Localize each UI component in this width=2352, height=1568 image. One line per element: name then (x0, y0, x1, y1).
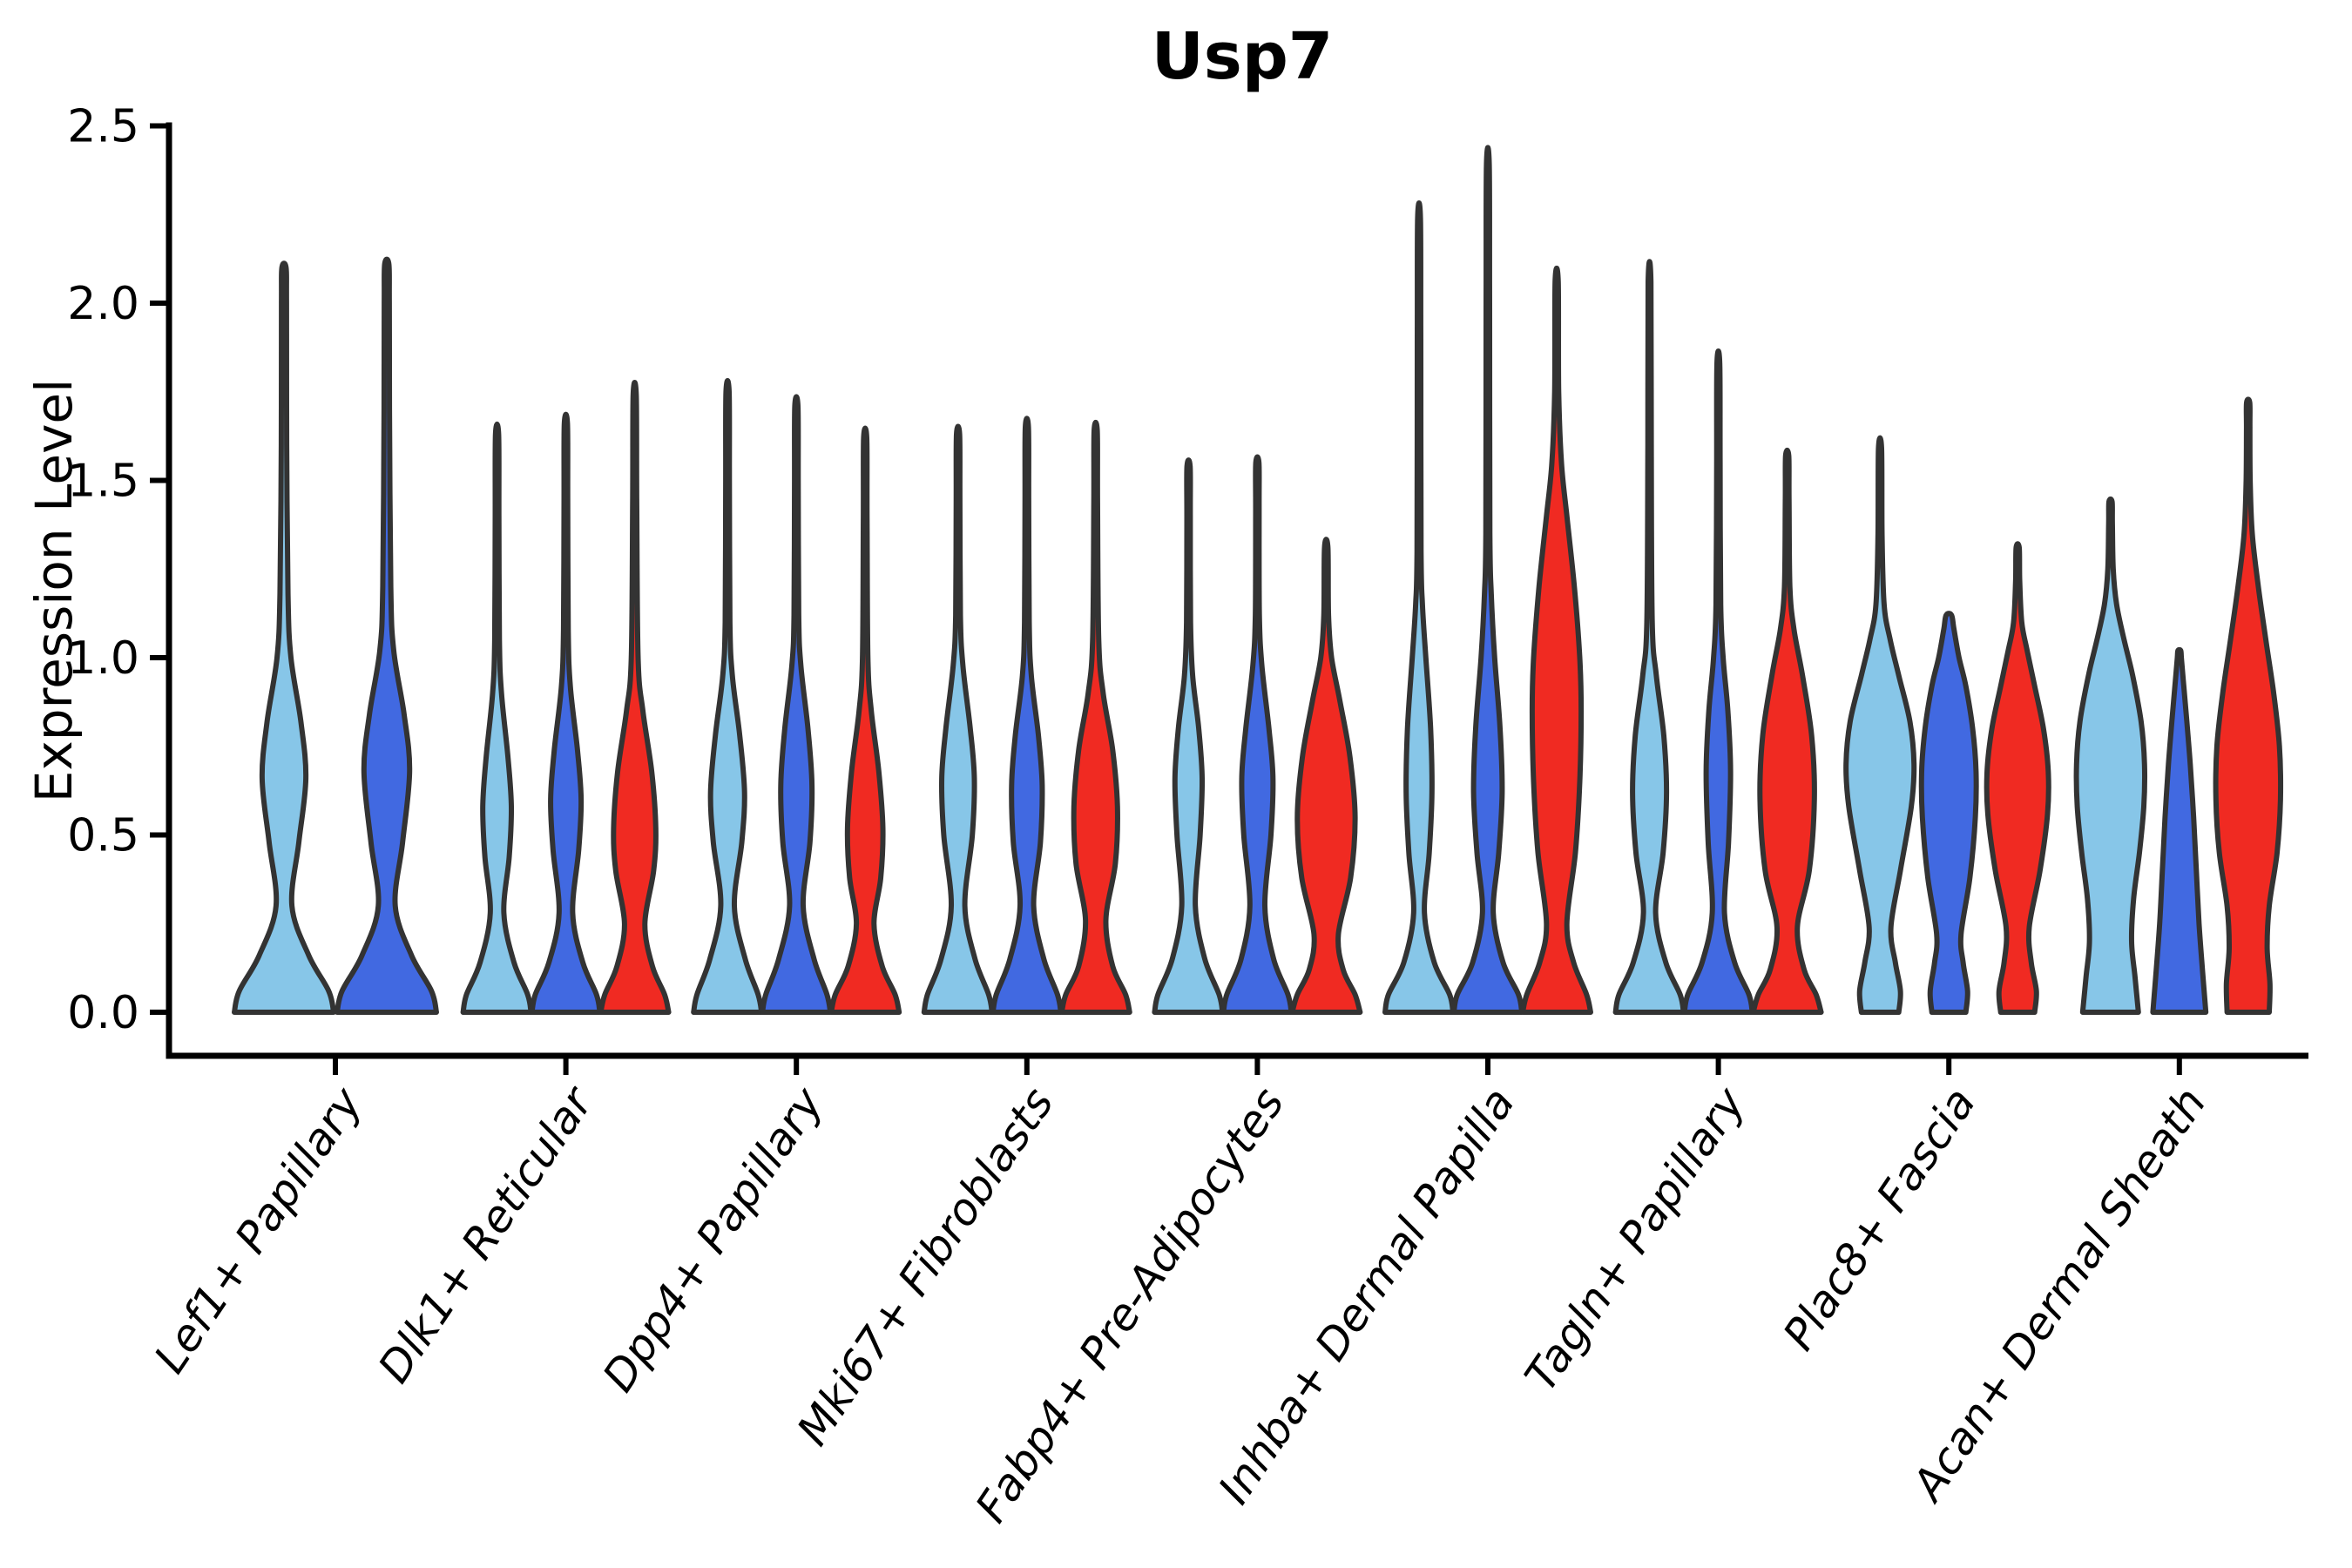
violin-5-royalblue (1451, 145, 1524, 1015)
chart-title: Usp7 (1151, 19, 1334, 94)
violin-0-royalblue (335, 256, 439, 1015)
y-tick-label: 2.0 (67, 278, 139, 330)
violin-5-red (1520, 265, 1593, 1015)
violin-1-skyblue (460, 421, 534, 1015)
violin-3-royalblue (990, 416, 1064, 1015)
violin-6-royalblue (1681, 348, 1755, 1015)
y-tick-label: 0.0 (67, 987, 139, 1039)
y-tick-label: 2.5 (67, 101, 139, 153)
violin-6-red (1750, 447, 1824, 1015)
x-category-label: Mki67+ Fibroblasts (787, 1078, 1064, 1454)
violin-4-royalblue (1220, 454, 1294, 1015)
violin-8-red (2213, 396, 2284, 1015)
violin-1-royalblue (529, 411, 603, 1015)
violin-7-red (1984, 541, 2051, 1015)
x-category-label: Lef1+ Papillary (145, 1078, 373, 1382)
y-tick-label: 1.5 (67, 456, 139, 508)
y-tick-label: 0.5 (67, 810, 139, 862)
x-category-label: Plac8+ Fascia (1774, 1078, 1985, 1359)
violin-4-skyblue (1152, 457, 1226, 1015)
violin-3-skyblue (921, 423, 995, 1015)
y-tick-label: 1.0 (67, 632, 139, 685)
violin-8-skyblue (2073, 496, 2148, 1015)
violin-2-red (828, 425, 902, 1015)
violin-7-skyblue (1843, 435, 1917, 1015)
violin-1-red (598, 380, 672, 1015)
y-axis-label: Expression Level (24, 378, 84, 803)
violin-0-skyblue (232, 260, 336, 1015)
violin-2-royalblue (760, 394, 834, 1015)
violin-8-royalblue (2150, 646, 2209, 1015)
violin-5-skyblue (1382, 200, 1456, 1015)
violin-4-red (1289, 537, 1363, 1015)
x-category-label: Tagln+ Papillary (1515, 1078, 1755, 1400)
violin-2-skyblue (691, 378, 765, 1015)
x-category-label: Dlk1+ Reticular (368, 1076, 604, 1391)
violin-3-red (1058, 419, 1132, 1015)
x-category-label: Dpp4+ Papillary (593, 1078, 834, 1401)
violin-6-skyblue (1612, 259, 1686, 1015)
violin-7-royalblue (1918, 611, 1979, 1015)
